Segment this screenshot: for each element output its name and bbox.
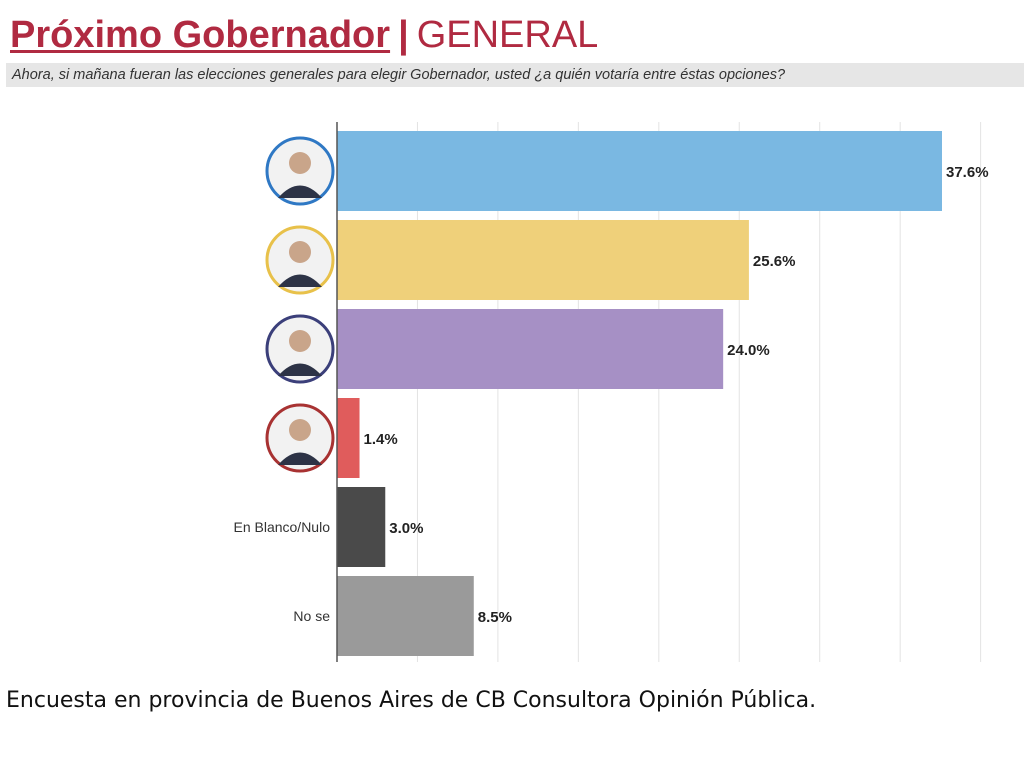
category-labels: En Blanco/Nulo No se bbox=[233, 519, 330, 624]
bars bbox=[337, 131, 942, 656]
candidate-3-avatar bbox=[265, 314, 335, 384]
avatar-head bbox=[289, 152, 311, 174]
grid-lines bbox=[416, 122, 982, 662]
candidate-1-avatar bbox=[265, 136, 335, 206]
category-label: No se bbox=[293, 608, 330, 624]
title-main: Próximo Gobernador bbox=[10, 14, 391, 56]
source-caption: Encuesta en provincia de Buenos Aires de… bbox=[6, 688, 817, 713]
bar-chart: 37.6% 25.6% 24.0% 1.4% 3.0% 8.5% En Blanco/Nu… bbox=[233, 122, 989, 662]
bar bbox=[337, 309, 724, 389]
avatar-head bbox=[289, 419, 311, 441]
bar bbox=[337, 398, 360, 478]
bar bbox=[337, 487, 386, 567]
avatar-shoulders bbox=[278, 452, 322, 465]
value-label: 37.6% bbox=[946, 164, 989, 181]
bar bbox=[337, 576, 474, 656]
candidate-2-avatar bbox=[265, 225, 335, 295]
avatar-shoulders bbox=[278, 363, 322, 376]
value-label: 8.5% bbox=[478, 609, 512, 626]
value-label: 24.0% bbox=[727, 342, 770, 359]
title-separator: | bbox=[398, 14, 409, 56]
candidate-4-avatar bbox=[265, 403, 335, 473]
category-label: En Blanco/Nulo bbox=[233, 519, 330, 535]
avatar-shoulders bbox=[278, 274, 322, 287]
title-subtitle: GENERAL bbox=[416, 14, 599, 56]
value-label: 25.6% bbox=[753, 253, 796, 270]
value-label: 1.4% bbox=[364, 431, 398, 448]
avatar-head bbox=[289, 330, 311, 352]
value-labels: 37.6% 25.6% 24.0% 1.4% 3.0% 8.5% bbox=[364, 164, 989, 626]
bar bbox=[337, 220, 749, 300]
avatar-shoulders bbox=[278, 185, 322, 198]
chart-title: Próximo Gobernador | GENERAL bbox=[10, 12, 598, 58]
value-label: 3.0% bbox=[389, 520, 423, 537]
avatar-head bbox=[289, 241, 311, 263]
candidate-avatars bbox=[265, 136, 335, 473]
bar bbox=[337, 131, 942, 211]
survey-question: Ahora, si mañana fueran las elecciones g… bbox=[6, 63, 1024, 87]
